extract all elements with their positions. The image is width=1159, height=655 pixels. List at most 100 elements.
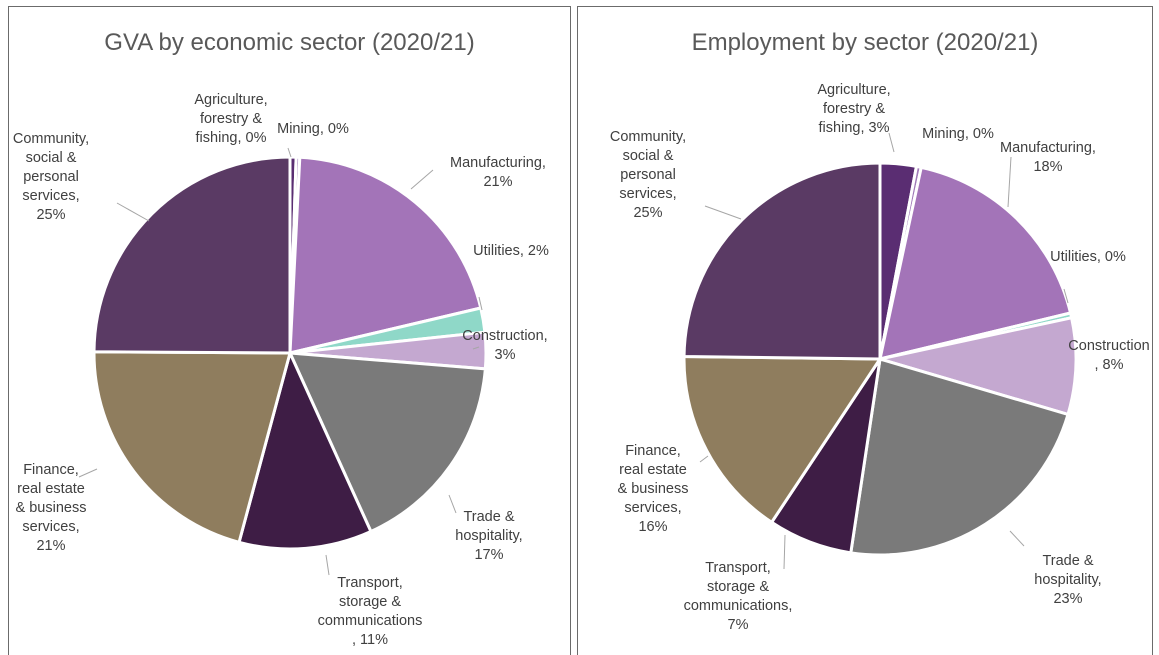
data-label-construction: Construction , 8% [1068,338,1149,373]
pie-slice-community-social-and-personal-services [682,161,882,361]
leader-line-transport-storage-and-communications [783,534,786,570]
leader-line-manufacturing [410,169,434,190]
data-label-agriculture-forestry-and-fishing: Agriculture, forestry & fishing, 3% [817,82,890,136]
data-label-line: fishing, 3% [819,120,890,136]
leader-line-community-social-and-personal-services [704,205,742,220]
chart-title: Employment by sector (2020/21) [691,29,1039,56]
leader-line-construction [472,346,480,350]
data-label-mining: Mining, 0% [922,126,994,142]
data-label-line: Manufacturing, [1000,140,1096,156]
data-label-finance-real-estate-and-business-services: Finance, real estate & business services, 21… [16,462,87,554]
data-label-line: , 11% [352,632,388,648]
data-label-line: forestry & [200,111,262,127]
pie-slice-transport-storage-and-communications [237,351,373,551]
data-label-line: Construction [1068,338,1149,354]
data-label-line: Transport, [705,560,771,576]
data-label-line: Agriculture, [817,82,890,98]
data-label-manufacturing: Manufacturing, 21% [450,155,546,190]
data-label-line: forestry & [823,101,885,117]
pie-slice-finance-real-estate-and-business-services [92,350,292,544]
data-label-line: Utilities, 0% [1050,249,1126,265]
leader-line-agriculture-forestry-and-fishing [888,132,895,153]
data-label-line: 25% [36,207,65,223]
data-label-line: hospitality, [1034,572,1101,588]
data-label-trade-and-hospitality: Trade & hospitality, 23% [1034,553,1101,607]
data-label-line: 3% [495,347,516,363]
data-label-line: services, [22,519,79,535]
data-label-line: Construction, [462,328,547,344]
leader-line-manufacturing [1007,156,1012,208]
leader-line-finance-real-estate-and-business-services [699,455,709,463]
pie-slice-manufacturing [878,165,1073,361]
data-label-line: Utilities, 2% [473,243,549,259]
leader-line-trade-and-hospitality [448,494,457,514]
data-label-line: real estate [619,462,687,478]
data-label-line: personal [23,169,79,185]
chart-title: GVA by economic sector (2020/21) [104,29,475,56]
data-label-line: social & [623,148,674,164]
data-label-line: 17% [474,547,503,563]
data-label-line: 23% [1053,591,1082,607]
data-label-line: hospitality, [455,528,522,544]
leader-line-transport-storage-and-communications [325,554,330,576]
data-label-line: Mining, 0% [277,121,349,137]
data-label-utilities: Utilities, 2% [473,243,549,259]
pie-slice-trade-and-hospitality [288,351,487,534]
data-label-trade-and-hospitality: Trade & hospitality, 17% [455,509,522,563]
data-label-line: services, [22,188,79,204]
gva-chart-panel: GVA by economic sector (2020/21) Agricul… [8,6,571,655]
data-label-line: Transport, [337,575,403,591]
data-label-transport-storage-and-communications: Transport, storage & communications , 11% [318,575,423,648]
employment-chart-panel: Employment by sector (2020/21) Agricultu… [577,6,1153,655]
data-label-line: 18% [1033,159,1062,175]
data-label-manufacturing: Manufacturing, 18% [1000,140,1096,175]
data-label-line: services, [619,186,676,202]
data-label-line: Community, [13,131,89,147]
data-label-line: Agriculture, [194,92,267,108]
data-label-utilities: Utilities, 0% [1050,249,1126,265]
data-label-line: , 8% [1094,357,1123,373]
data-label-line: personal [620,167,676,183]
data-label-line: storage & [339,594,401,610]
data-label-line: 21% [483,174,512,190]
data-label-line: real estate [17,481,85,497]
data-label-line: services, [624,500,681,516]
data-label-line: communications, [684,598,793,614]
data-label-line: fishing, 0% [196,130,267,146]
data-label-line: & business [16,500,87,516]
gva-pie-chart: Agriculture, forestry & fishing, 0% Mining,… [13,92,549,648]
data-label-line: Finance, [23,462,79,478]
data-label-line: Mining, 0% [922,126,994,142]
leader-line-trade-and-hospitality [1009,530,1025,547]
data-label-mining: Mining, 0% [277,121,349,137]
data-label-community-social-and-personal-services: Community, social & personal services, 25% [13,131,89,223]
data-label-line: 25% [633,205,662,221]
data-label-line: & business [618,481,689,497]
data-label-line: storage & [707,579,769,595]
data-label-line: Trade & [1042,553,1093,569]
pie-slice-finance-real-estate-and-business-services [682,355,882,524]
pie-slice-trade-and-hospitality [849,357,1070,557]
data-label-transport-storage-and-communications: Transport, storage & communications, 7% [684,560,793,633]
data-label-line: Finance, [625,443,681,459]
pie-slice-manufacturing [288,155,483,355]
data-label-line: 7% [728,617,749,633]
data-label-line: Community, [610,129,686,145]
data-label-line: Manufacturing, [450,155,546,171]
data-label-construction: Construction, 3% [462,328,547,363]
leader-line-agriculture-forestry-and-fishing [287,147,292,158]
data-label-line: 21% [36,538,65,554]
pie-slice-community-social-and-personal-services [92,155,292,355]
data-label-finance-real-estate-and-business-services: Finance, real estate & business services, 16… [618,443,689,535]
pie-slice-construction [878,316,1078,416]
leader-line-community-social-and-personal-services [116,202,150,222]
data-label-line: 16% [638,519,667,535]
data-label-agriculture-forestry-and-fishing: Agriculture, forestry & fishing, 0% [194,92,267,146]
data-label-community-social-and-personal-services: Community, social & personal services, 25% [610,129,686,221]
leader-line-utilities [478,296,483,311]
data-label-line: social & [26,150,77,166]
data-label-line: Trade & [463,509,514,525]
leader-line-utilities [1063,288,1069,304]
leader-line-finance-real-estate-and-business-services [78,468,98,478]
data-label-line: communications [318,613,423,629]
